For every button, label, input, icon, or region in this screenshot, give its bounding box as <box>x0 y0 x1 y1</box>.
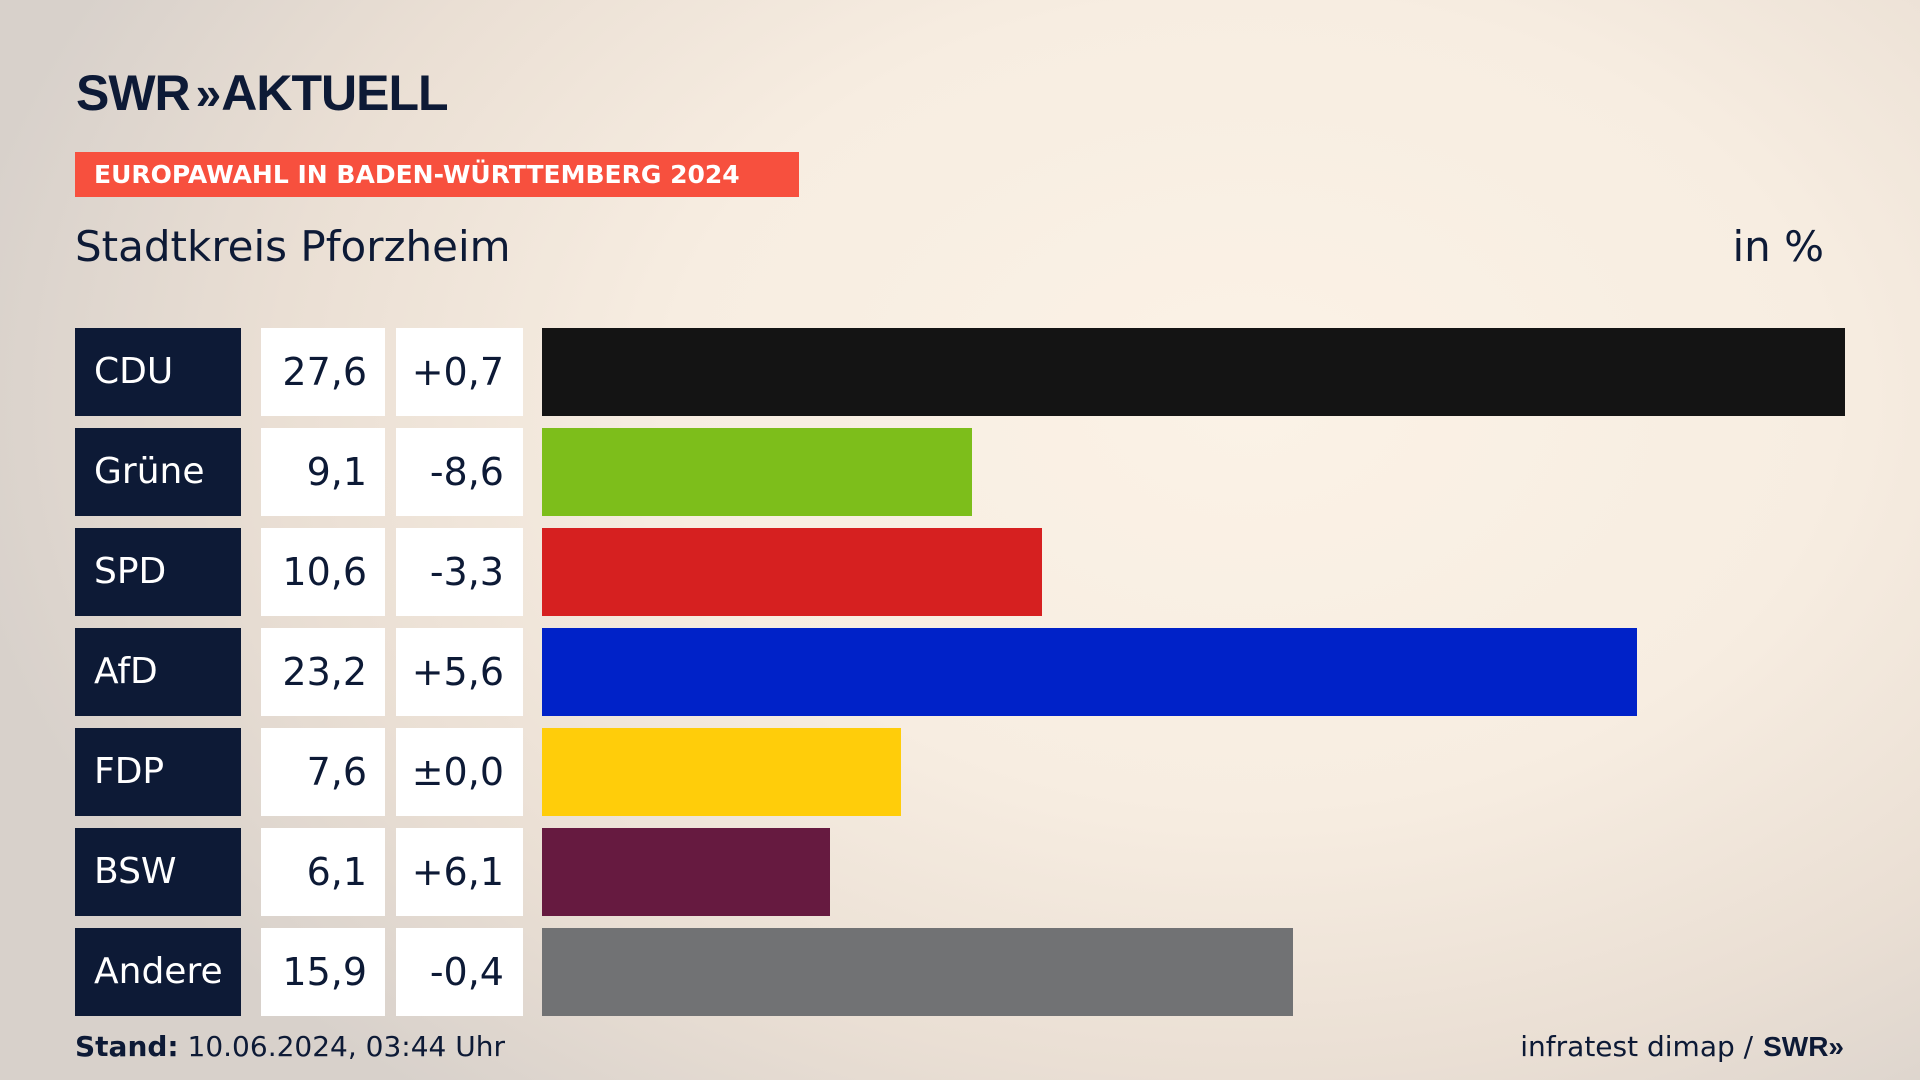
change-label: -8,6 <box>396 428 523 516</box>
region-title: Stadtkreis Pforzheim <box>75 222 511 271</box>
vote-share-label: 7,6 <box>261 728 385 816</box>
vote-share-bar <box>542 828 830 916</box>
vote-share-label: 23,2 <box>261 628 385 716</box>
result-row: BSW 6,1 +6,1 <box>0 828 1920 916</box>
result-row: AfD 23,2 +5,6 <box>0 628 1920 716</box>
vote-share-bar <box>542 728 901 816</box>
vote-share-label: 27,6 <box>261 328 385 416</box>
party-label: SPD <box>75 528 241 616</box>
vote-share-bar <box>542 528 1042 616</box>
vote-share-label: 9,1 <box>261 428 385 516</box>
vote-share-bar <box>542 628 1637 716</box>
vote-share-bar <box>542 328 1845 416</box>
change-label: ±0,0 <box>396 728 523 816</box>
party-label: Andere <box>75 928 241 1016</box>
result-row: SPD 10,6 -3,3 <box>0 528 1920 616</box>
stand-label: Stand: <box>75 1030 179 1063</box>
result-row: CDU 27,6 +0,7 <box>0 328 1920 416</box>
swr-aktuell-logo: SWR » AKTUELL <box>76 65 449 121</box>
logo-swr-text: SWR <box>76 65 191 121</box>
election-banner: EUROPAWAHL IN BADEN-WÜRTTEMBERG 2024 <box>75 152 799 197</box>
vote-share-bar <box>542 428 972 516</box>
unit-label: in % <box>1732 222 1824 271</box>
source-text: infratest dimap / <box>1520 1030 1754 1063</box>
vote-share-label: 15,9 <box>261 928 385 1016</box>
logo-aktuell-text: AKTUELL <box>221 65 448 121</box>
stand-value: 10.06.2024, 03:44 Uhr <box>187 1030 505 1063</box>
swr-small-logo: SWR» <box>1763 1030 1844 1062</box>
vote-share-label: 6,1 <box>261 828 385 916</box>
change-label: +5,6 <box>396 628 523 716</box>
vote-share-label: 10,6 <box>261 528 385 616</box>
result-row: Grüne 9,1 -8,6 <box>0 428 1920 516</box>
change-label: -0,4 <box>396 928 523 1016</box>
party-label: Grüne <box>75 428 241 516</box>
change-label: -3,3 <box>396 528 523 616</box>
source-credit: infratest dimap / SWR» <box>1520 1030 1844 1063</box>
result-row: Andere 15,9 -0,4 <box>0 928 1920 1016</box>
party-label: CDU <box>75 328 241 416</box>
party-label: FDP <box>75 728 241 816</box>
change-label: +0,7 <box>396 328 523 416</box>
change-label: +6,1 <box>396 828 523 916</box>
result-row: FDP 7,6 ±0,0 <box>0 728 1920 816</box>
party-label: AfD <box>75 628 241 716</box>
party-label: BSW <box>75 828 241 916</box>
timestamp: Stand: 10.06.2024, 03:44 Uhr <box>75 1030 505 1063</box>
vote-share-bar <box>542 928 1293 1016</box>
logo-chevrons-icon: » <box>195 67 221 119</box>
